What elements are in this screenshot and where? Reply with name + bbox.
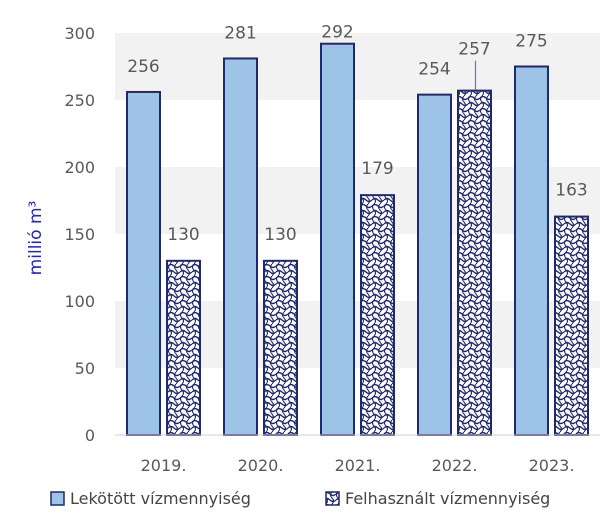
legend-swatch — [325, 491, 340, 506]
bars — [126, 42, 589, 437]
data-label: 281 — [224, 23, 256, 43]
bar — [320, 42, 355, 436]
bar — [360, 194, 395, 436]
y-axis-label: millió m³ — [26, 201, 46, 276]
x-tick-label: 2021. — [335, 456, 381, 475]
bar — [223, 57, 258, 437]
bar — [263, 259, 298, 436]
y-axis-ticks: 0 50 100 150 200 250 300 — [64, 24, 95, 445]
bar — [514, 65, 549, 436]
y-tick-label: 100 — [64, 292, 95, 311]
y-tick-label: 250 — [64, 91, 95, 110]
data-label: 292 — [321, 23, 353, 43]
data-label: 256 — [127, 57, 159, 77]
y-tick-label: 200 — [64, 158, 95, 177]
data-label: 275 — [515, 32, 547, 52]
data-label: 163 — [555, 181, 587, 201]
x-axis-ticks: 2019. 2020. 2021. 2022. 2023. — [141, 456, 575, 475]
x-tick-label: 2019. — [141, 456, 187, 475]
x-tick-label: 2020. — [238, 456, 284, 475]
bar — [554, 215, 589, 436]
data-label: 179 — [361, 159, 393, 179]
y-tick-label: 50 — [75, 359, 95, 378]
legend-label: Felhasznált vízmennyiség — [345, 489, 550, 508]
bar — [457, 89, 492, 437]
bar — [126, 90, 161, 437]
legend-label: Lekötött vízmennyiség — [70, 489, 251, 508]
data-label: 130 — [264, 225, 296, 245]
data-labels: 256 130 281 130 292 179 254 257 275 163 — [127, 23, 587, 245]
data-label: 254 — [418, 60, 450, 80]
data-label: 257 — [458, 40, 490, 60]
y-tick-label: 300 — [64, 24, 95, 43]
x-tick-label: 2022. — [432, 456, 478, 475]
data-label: 130 — [167, 225, 199, 245]
y-tick-label: 150 — [64, 225, 95, 244]
legend: Lekötött vízmennyiség Felhasznált vízmenn… — [50, 489, 550, 508]
bar — [166, 259, 201, 436]
legend-swatch — [50, 491, 65, 506]
bar — [417, 93, 452, 436]
y-tick-label: 0 — [85, 426, 95, 445]
x-tick-label: 2023. — [529, 456, 575, 475]
